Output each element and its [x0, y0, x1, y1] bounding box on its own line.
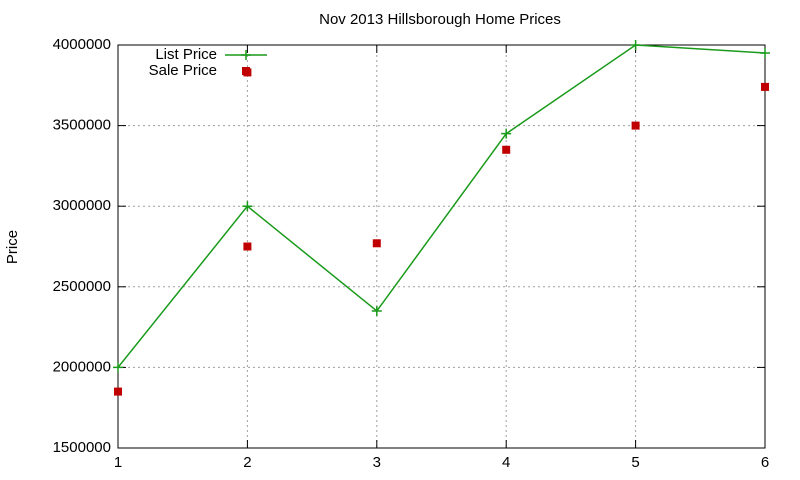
y-tick-label: 3000000 — [53, 197, 111, 214]
point-marker — [631, 121, 640, 130]
point-marker — [243, 242, 252, 251]
legend-swatch — [242, 67, 250, 75]
y-tick-label: 2000000 — [53, 358, 111, 375]
plot-border — [117, 44, 766, 449]
y-tick-label: 4000000 — [53, 36, 111, 53]
point-marker — [760, 48, 770, 59]
x-tick-label: 2 — [243, 454, 251, 471]
legend-label: Sale Price — [149, 62, 217, 79]
point-marker — [372, 239, 381, 248]
point-marker — [113, 362, 123, 373]
x-tick-label: 6 — [761, 454, 769, 471]
x-tick-label: 4 — [502, 454, 510, 471]
chart-title: Nov 2013 Hillsborough Home Prices — [319, 11, 561, 28]
y-tick-label: 3500000 — [53, 117, 111, 134]
point-marker — [501, 128, 512, 139]
y-axis-label: Price — [4, 230, 21, 264]
x-tick-label: 5 — [631, 454, 639, 471]
point-marker — [114, 387, 122, 396]
y-tick-label: 1500000 — [53, 439, 111, 456]
y-tick-label: 2500000 — [53, 278, 111, 295]
legend-swatch — [241, 50, 251, 60]
point-marker — [630, 40, 641, 50]
point-marker — [761, 82, 769, 91]
x-tick-label: 3 — [373, 454, 381, 471]
point-marker — [371, 305, 382, 316]
legend-label: List Price — [155, 46, 217, 63]
series-line — [117, 44, 766, 368]
point-marker — [242, 201, 253, 212]
x-tick-label: 1 — [114, 454, 122, 471]
point-marker — [502, 145, 511, 154]
